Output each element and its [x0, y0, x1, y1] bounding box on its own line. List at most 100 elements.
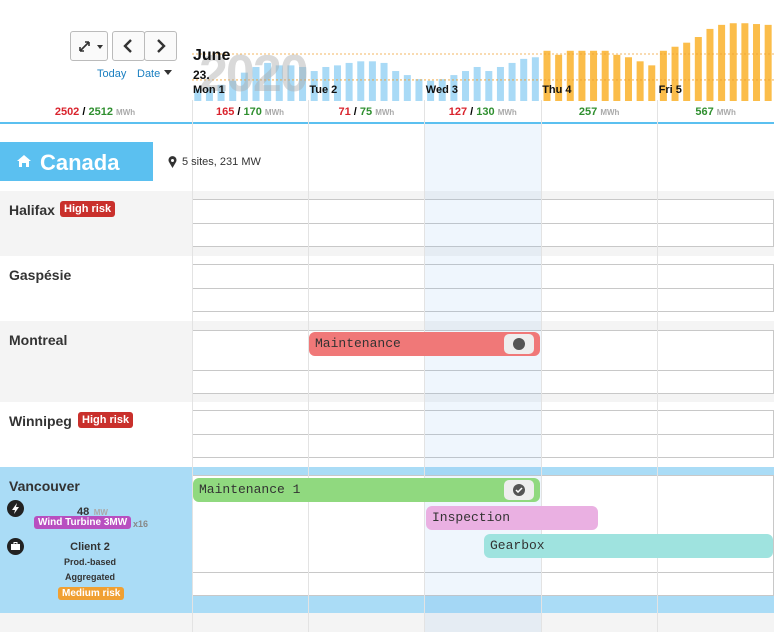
production-chart — [192, 23, 774, 101]
expand-button[interactable] — [70, 31, 108, 61]
planned: 170 — [243, 106, 262, 118]
production-bar — [555, 54, 563, 101]
production-bar — [368, 61, 376, 101]
production-bar — [438, 79, 446, 101]
separator: / — [82, 106, 86, 118]
production-bar — [729, 23, 737, 101]
production-bar — [624, 57, 632, 101]
power-icon — [7, 500, 24, 517]
production-bar — [496, 66, 504, 101]
timeline-line — [193, 288, 773, 289]
event-bar[interactable]: Inspection — [426, 506, 598, 530]
risk-badge: Medium risk — [58, 587, 125, 600]
production-bar — [345, 62, 353, 101]
production-bar — [322, 66, 330, 101]
home-icon — [17, 155, 31, 167]
event-bar[interactable]: Maintenance 1 — [193, 478, 540, 502]
production-bar — [741, 23, 749, 101]
event-label: Gearbox — [490, 538, 545, 553]
production-bar — [648, 65, 656, 101]
production-bar — [694, 37, 702, 101]
header-divider — [0, 122, 774, 124]
production-bar — [287, 65, 295, 101]
turbine-badge: Wind Turbine 3MW — [34, 516, 132, 529]
site-name: Montreal — [9, 332, 68, 348]
day-line — [541, 100, 542, 632]
year-watermark: 2020 — [199, 45, 309, 103]
day-line — [308, 100, 309, 632]
separator: / — [470, 106, 474, 118]
unit: MWh — [716, 108, 736, 117]
production-bar — [380, 62, 388, 101]
group-banner: Canada — [0, 142, 153, 181]
day-line — [192, 100, 193, 632]
production-bar — [217, 84, 225, 101]
timeline-box — [192, 410, 774, 458]
unit: MWh — [497, 108, 517, 117]
day-line — [424, 100, 425, 632]
production-bar — [520, 58, 528, 101]
day-label: Fri 5 — [658, 84, 682, 96]
location-icon — [168, 156, 177, 168]
production-bar — [485, 71, 493, 101]
timeline-box — [192, 199, 774, 247]
separator: / — [353, 106, 357, 118]
production-bar — [229, 80, 237, 101]
event-bar[interactable]: Maintenance — [309, 332, 540, 356]
next-icon — [157, 39, 166, 53]
day-total: 165 / 170 MWh — [192, 106, 308, 118]
production-bar — [764, 24, 772, 101]
date-label: Date — [137, 68, 161, 80]
production-bar — [531, 57, 539, 101]
day-label: Wed 3 — [425, 84, 458, 96]
total: 2502 / 2512 MWh — [37, 106, 153, 118]
production-bar — [508, 62, 516, 101]
unit: MWh — [600, 108, 620, 117]
production-bar — [252, 66, 260, 101]
date-dropdown[interactable]: Date — [137, 68, 173, 80]
production-bar — [415, 79, 423, 101]
event-bar[interactable]: Gearbox — [484, 534, 773, 558]
planned: 75 — [359, 106, 373, 118]
day-label: Mon 1 — [193, 84, 225, 96]
event-label: Inspection — [432, 510, 511, 525]
production-bar — [683, 42, 691, 101]
risk-badge: High risk — [60, 201, 116, 217]
timeline-box — [192, 264, 774, 312]
timeline-line — [193, 434, 773, 435]
site-name: Gaspésie — [9, 267, 72, 283]
production-bar — [601, 50, 609, 101]
caret-icon — [164, 70, 173, 79]
site-name: Vancouver — [9, 478, 80, 494]
production-bar — [659, 50, 667, 101]
production-bar — [299, 66, 307, 101]
day-label: Tue 2 — [309, 84, 338, 96]
production-bar — [403, 75, 411, 101]
production-bar — [194, 88, 202, 101]
unit: MWh — [264, 108, 285, 117]
previous-button[interactable] — [112, 31, 145, 61]
production-bar — [275, 65, 283, 101]
unit: MWh — [375, 108, 395, 117]
actual: 2502 — [54, 106, 80, 118]
contract-type: Prod.-based — [63, 557, 116, 567]
day-label: 23. — [193, 68, 210, 82]
production-bar — [473, 66, 481, 101]
production-bar — [718, 24, 726, 101]
timeline-line — [193, 223, 773, 224]
actual: 71 — [338, 106, 351, 118]
day-total: 71 / 75 MWh — [308, 106, 424, 118]
month-label: June — [193, 47, 231, 64]
site-name: Halifax — [9, 202, 55, 218]
production-bar — [590, 50, 598, 101]
planned: 130 — [476, 106, 495, 118]
today-link[interactable]: Today — [97, 68, 127, 80]
planned: 567 — [695, 106, 714, 118]
status-icon — [504, 480, 534, 500]
production-bar — [636, 61, 644, 101]
previous-icon — [123, 39, 132, 53]
event-label: Maintenance — [315, 336, 401, 351]
site-power: 48 MW — [77, 502, 108, 520]
next-button[interactable] — [144, 31, 177, 61]
